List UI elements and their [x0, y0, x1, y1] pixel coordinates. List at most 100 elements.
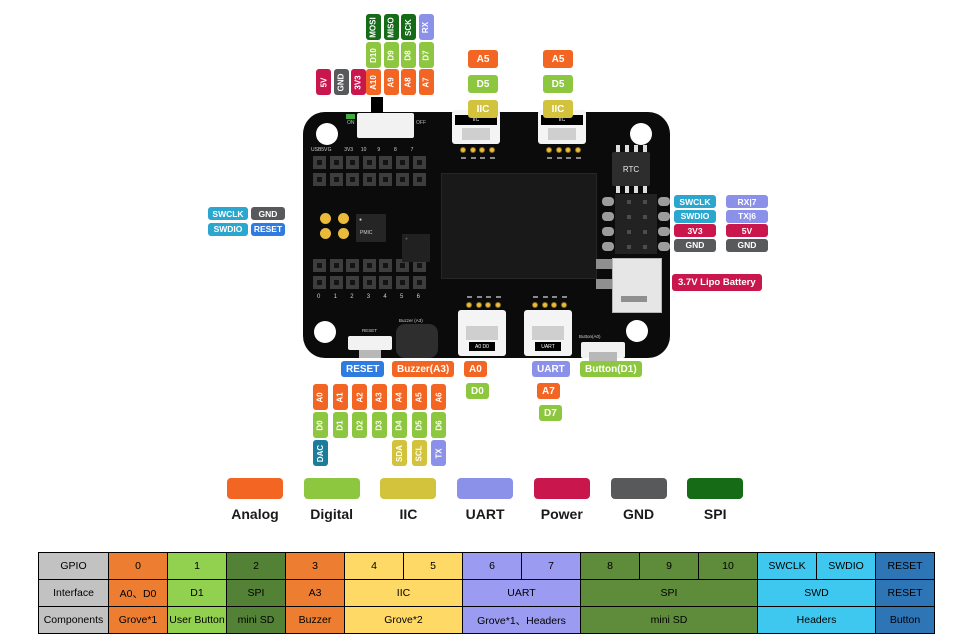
table-cell: mini SD — [226, 606, 286, 634]
board-detail — [362, 275, 376, 289]
table-cell: RESET — [875, 552, 935, 580]
power-led — [346, 114, 355, 119]
header-pin-label: 8 — [394, 147, 397, 153]
pin-chip-gnd: GND — [333, 69, 349, 95]
pin-chip-a3: A3 — [372, 384, 388, 410]
board-detail — [488, 147, 495, 153]
board-detail — [616, 145, 620, 152]
side-header-block — [615, 194, 657, 254]
pin-chip-button(d1): Button(D1) — [580, 361, 642, 377]
board-detail — [379, 275, 393, 289]
grove-tag: IIC — [472, 117, 480, 123]
board-detail — [485, 302, 491, 308]
board-detail — [346, 172, 360, 186]
board-detail — [541, 302, 548, 308]
board-detail — [658, 227, 670, 236]
legend-label: Analog — [231, 506, 279, 522]
pin-chip-iic: IIC — [468, 100, 498, 118]
board-detail — [313, 156, 326, 169]
board-detail — [625, 145, 629, 152]
table-cell: mini SD — [580, 606, 758, 634]
pin-chip-a1: A1 — [332, 384, 348, 410]
pin-chip-uart: UART — [532, 361, 570, 377]
pin-chip-a0: A0 — [464, 361, 487, 377]
pcb-board: ON OFF USB5V G 3V3 10 9 8 7 0 1 2 3 4 5 6 ● PMIC ● R… — [303, 97, 670, 361]
pin-chip-scl: SCL — [411, 440, 427, 466]
board-detail — [346, 156, 360, 169]
pin-chip-d1: D1 — [332, 412, 348, 438]
pin-chip-a9: A9 — [383, 69, 399, 95]
table-cell: 1 — [167, 552, 227, 580]
table-cell: A0、D0 — [108, 579, 168, 607]
board-detail — [551, 302, 557, 308]
pin-chip-swclk: SWCLK — [674, 195, 716, 208]
table-cell: User Button — [167, 606, 227, 634]
pin-chip-iic: IIC — [543, 100, 573, 118]
board-detail — [643, 145, 647, 152]
pin-chip-d0: D0 — [313, 412, 328, 438]
pmic-chip: ● PMIC — [356, 214, 386, 242]
user-button-cap — [589, 352, 617, 361]
pin-chip-d4: D4 — [391, 412, 407, 438]
legend-label: Digital — [310, 506, 354, 522]
solder-pad — [338, 213, 349, 224]
board-detail — [379, 172, 393, 186]
board-detail — [634, 145, 638, 152]
table-cell: 0 — [108, 552, 168, 580]
pin-chip-a5: A5 — [468, 50, 498, 68]
legend-swatch-gnd — [610, 478, 667, 499]
header-pin-label: 0 — [317, 294, 321, 300]
rtc-label: RTC — [622, 164, 640, 174]
solder-pad — [338, 228, 349, 239]
board-detail — [602, 227, 614, 236]
grove-connector-bottom-2: UART — [524, 310, 572, 356]
pin-chip-d5: D5 — [468, 75, 498, 93]
pin-chip-miso: MISO — [383, 14, 399, 40]
pin-chip-a7: A7 — [537, 383, 560, 399]
board-detail — [627, 200, 631, 204]
header-pin-label: 1 — [333, 294, 337, 300]
header-pin-label: 4 — [383, 294, 387, 300]
power-switch — [357, 113, 414, 138]
pin-chip-buzzer(a3): Buzzer(A3) — [392, 361, 455, 377]
table-cell: RESET — [875, 579, 935, 607]
pin-chip-a4: A4 — [391, 384, 407, 410]
header-pin-label: USB5V — [311, 147, 328, 153]
mounting-hole — [314, 321, 336, 343]
board-detail — [329, 259, 343, 272]
board-detail — [489, 157, 495, 159]
pin-chip-5v: 5V — [726, 224, 768, 237]
table-cell: 4 — [344, 552, 404, 580]
table-row-header: GPIO — [38, 552, 109, 580]
on-label: ON — [347, 120, 355, 126]
board-detail — [396, 156, 409, 169]
header-pin-label: 2 — [350, 294, 354, 300]
pin-chip-swclk: SWCLK — [208, 207, 248, 220]
board-detail — [602, 212, 614, 221]
board-detail — [565, 147, 571, 153]
buzzer — [396, 324, 438, 358]
board-detail — [542, 296, 548, 298]
board-detail — [486, 296, 491, 298]
board-detail — [412, 156, 426, 169]
table-row-header: Components — [38, 606, 109, 634]
board-detail — [469, 147, 476, 153]
board-detail — [602, 242, 614, 251]
button-silkscreen: Button(A0) — [579, 334, 601, 339]
board-detail — [616, 186, 620, 193]
pin-chip-a10: A10 — [366, 69, 381, 95]
board-detail — [329, 172, 343, 186]
gpio-table: GPIO 0 1 2 3 4 5 6 7 8 9 10 SWCLK SWDIO RESET Interface… — [38, 552, 935, 634]
table-cell: Grove*1 — [108, 606, 168, 634]
table-cell: SWCLK — [757, 552, 817, 580]
pin-chip-gnd: GND — [674, 238, 716, 252]
board-detail — [547, 157, 552, 159]
pin-chip-a0: A0 — [313, 384, 328, 410]
header-pin-label: 9 — [377, 147, 381, 153]
table-row-header: Interface — [38, 579, 109, 607]
table-cell: Grove*2 — [344, 606, 463, 634]
table-cell: SWDIO — [816, 552, 876, 580]
grove-tag: A0 D0 — [475, 343, 489, 350]
board-detail — [560, 302, 567, 308]
board-detail — [533, 296, 538, 298]
